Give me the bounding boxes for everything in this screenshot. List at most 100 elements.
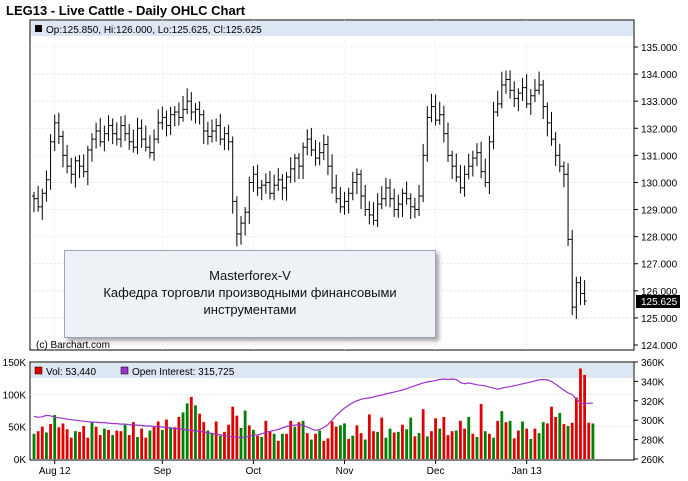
volume-bar-up bbox=[239, 427, 243, 459]
ohlc-bar bbox=[114, 122, 119, 146]
volume-bar-up bbox=[363, 439, 367, 459]
ohlc-bar bbox=[429, 93, 434, 123]
ohlc-bar bbox=[127, 124, 132, 150]
volume-bar-down bbox=[94, 426, 98, 459]
ohlc-bar bbox=[462, 165, 467, 197]
open-interest-info: Open Interest: 315,725 bbox=[132, 367, 235, 378]
ohlc-bar bbox=[214, 118, 219, 142]
ohlc-bar bbox=[363, 184, 368, 217]
volume-bar-down bbox=[214, 421, 218, 459]
volume-bar-up bbox=[438, 428, 442, 459]
last-price-tag bbox=[636, 294, 680, 308]
volume-bar-down bbox=[119, 431, 123, 459]
volume-bar-up bbox=[74, 431, 77, 459]
ohlc-bar bbox=[375, 193, 380, 228]
ohlc-bar bbox=[371, 202, 376, 226]
price-tick-label: 125.000 bbox=[641, 314, 678, 325]
oi-legend-marker bbox=[120, 366, 129, 375]
ohlc-bar bbox=[524, 74, 529, 109]
volume-bar-down bbox=[264, 420, 268, 459]
date-tick-label: Jan 13 bbox=[512, 466, 542, 477]
volume-bar-down bbox=[69, 437, 73, 459]
volume-bar-down bbox=[512, 438, 516, 459]
ohlc-bar bbox=[263, 173, 268, 194]
volume-bar-up bbox=[181, 412, 185, 459]
volume-bar-down bbox=[289, 420, 293, 459]
volume-bar-down bbox=[78, 431, 81, 459]
ohlc-bar bbox=[508, 70, 513, 99]
ohlc-bar bbox=[421, 143, 426, 203]
ohlc-bar bbox=[495, 90, 500, 117]
volume-tick-label: 150K bbox=[3, 358, 27, 369]
ohlc-bar bbox=[60, 130, 65, 168]
volume-bar-down bbox=[504, 422, 508, 459]
volume-bar-down bbox=[314, 433, 317, 459]
ohlc-bar bbox=[259, 179, 264, 201]
ohlc-bar bbox=[561, 161, 566, 188]
ohlc-bar bbox=[131, 129, 136, 153]
price-tick-label: 124.000 bbox=[641, 341, 678, 352]
volume-bar-down bbox=[256, 435, 259, 459]
ohlc-bar bbox=[309, 127, 314, 157]
ohlc-bar bbox=[205, 121, 210, 145]
ohlc-bar bbox=[226, 124, 231, 151]
volume-bar-down bbox=[202, 422, 206, 459]
volume-bar-up bbox=[388, 428, 392, 459]
volume-bar-up bbox=[467, 416, 471, 459]
volume-bar-down bbox=[516, 430, 520, 459]
date-axis: Aug 12 Sep Oct Nov Dec Jan 13 bbox=[39, 460, 542, 477]
ohlc-bar bbox=[520, 77, 525, 101]
volume-bar-down bbox=[401, 424, 404, 459]
volume-bar-down bbox=[144, 437, 148, 459]
oi-tick-label: 340K bbox=[641, 377, 665, 388]
ohlc-legend-marker bbox=[35, 25, 42, 32]
volume-tick-label: 100K bbox=[3, 390, 27, 401]
ohlc-bar bbox=[491, 101, 496, 150]
volume-bar-down bbox=[131, 422, 135, 459]
volume-bar-down bbox=[189, 396, 193, 459]
ohlc-bar bbox=[98, 118, 103, 147]
volume-bar-up bbox=[529, 438, 533, 459]
volume-bar-up bbox=[243, 410, 247, 459]
volume-bar-down bbox=[173, 427, 177, 459]
ohlc-bar bbox=[338, 186, 343, 213]
ohlc-bar bbox=[73, 156, 78, 188]
volume-bar-up bbox=[281, 433, 284, 459]
volume-bar-up bbox=[32, 433, 36, 459]
volume-bar-down bbox=[305, 433, 309, 459]
volume-bar-down bbox=[355, 425, 359, 459]
ohlc-bar bbox=[437, 101, 442, 125]
volume-bar-down bbox=[359, 433, 363, 459]
volume-bar-down bbox=[554, 416, 558, 459]
volume-bar-up bbox=[521, 421, 524, 459]
volume-bar-down bbox=[82, 426, 86, 459]
oi-tick-label: 280K bbox=[641, 436, 665, 447]
ohlc-bar bbox=[379, 186, 384, 210]
ohlc-bar bbox=[566, 163, 571, 246]
volume-bar-up bbox=[537, 433, 541, 459]
ohlc-bar bbox=[81, 154, 86, 178]
ohlc-bar bbox=[512, 81, 517, 107]
ohlc-bar bbox=[52, 114, 57, 152]
volume-bar-down bbox=[533, 428, 537, 459]
ohlc-info: Op:125.850, Hi:126.000, Lo:125.625, Cl:1… bbox=[46, 25, 262, 36]
volume-bar-down bbox=[550, 406, 553, 459]
volume-bar-up bbox=[376, 431, 380, 459]
ohlc-bar bbox=[147, 135, 152, 159]
price-tick-label: 130.000 bbox=[641, 178, 678, 189]
ohlc-bar bbox=[404, 181, 409, 205]
ohlc-bar bbox=[417, 184, 422, 217]
volume-bar-up bbox=[252, 429, 255, 459]
volume-bar-up bbox=[409, 417, 413, 459]
ohlc-bar bbox=[412, 197, 417, 219]
price-tick-label: 132.000 bbox=[641, 124, 678, 135]
ohlc-bar bbox=[243, 207, 248, 236]
ohlc-bar bbox=[446, 122, 450, 162]
open-interest-axis: 260K 280K 300K 320K 340K 360K bbox=[634, 358, 665, 466]
volume-bar-down bbox=[198, 413, 201, 459]
volume-bar-up bbox=[318, 430, 322, 459]
ohlc-bar bbox=[537, 71, 542, 95]
ohlc-bar bbox=[346, 187, 351, 214]
ohlc-bar bbox=[65, 144, 70, 174]
ohlc-bar bbox=[528, 89, 533, 115]
